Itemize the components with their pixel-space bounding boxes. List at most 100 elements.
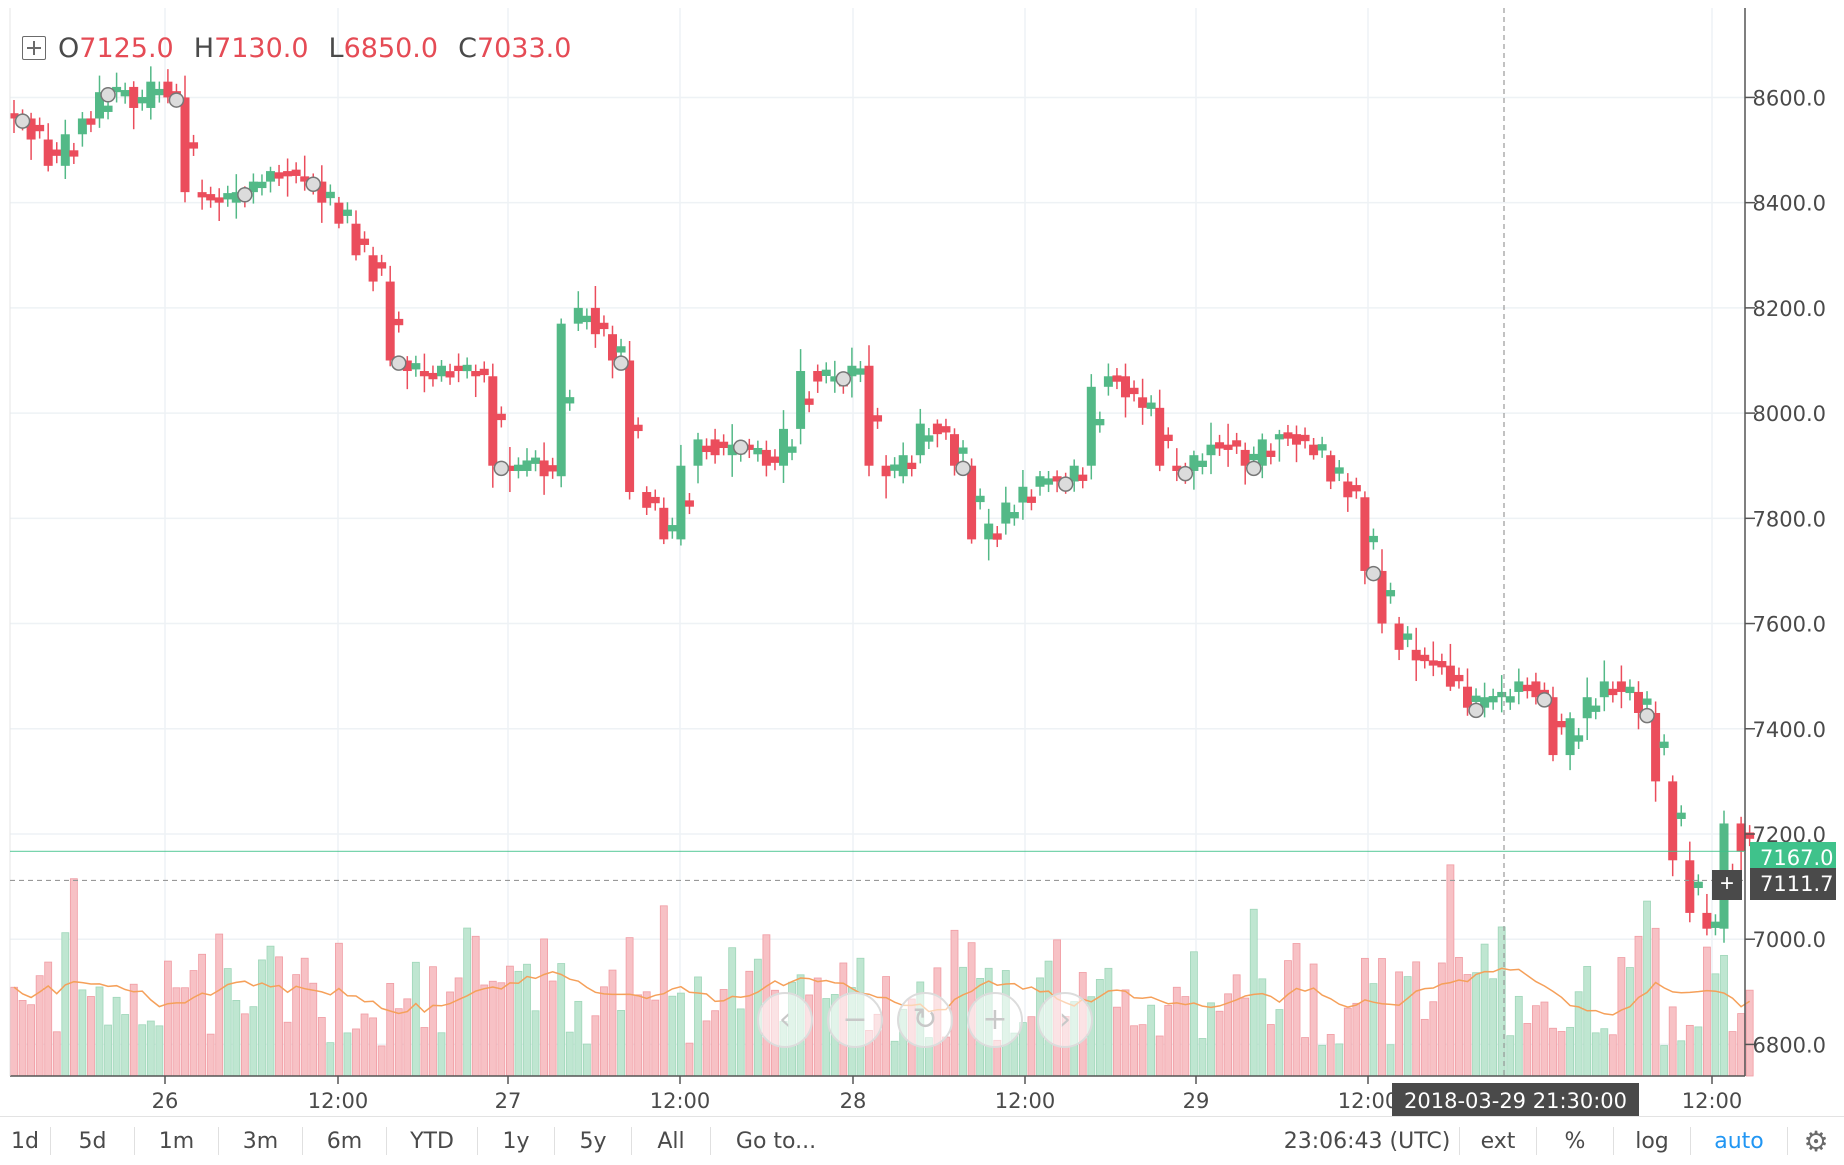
- candle-body: [1009, 512, 1019, 519]
- volume-bar: [172, 987, 181, 1077]
- legend-collapse-icon[interactable]: [22, 36, 46, 60]
- volume-bar: [138, 1024, 147, 1077]
- event-marker: [1177, 465, 1194, 482]
- range-1m[interactable]: 1m: [158, 1128, 195, 1154]
- range-1d[interactable]: 1d: [11, 1128, 39, 1154]
- reset-icon[interactable]: ↻: [897, 992, 953, 1048]
- volume-bar: [266, 945, 275, 1077]
- volume-bar: [702, 1020, 711, 1077]
- candle-body: [1463, 686, 1472, 708]
- volume-bar: [745, 970, 754, 1077]
- volume-bar: [1574, 991, 1583, 1077]
- candle-body: [1215, 442, 1225, 449]
- price-chart[interactable]: 6800.07000.07200.07400.07600.07800.08000…: [0, 0, 1844, 1116]
- event-marker: [613, 355, 629, 371]
- range-3m[interactable]: 3m: [242, 1128, 279, 1154]
- candle-body: [1625, 686, 1635, 694]
- log-toggle[interactable]: log: [1635, 1128, 1669, 1154]
- volume-bar: [1455, 956, 1463, 1077]
- toolbar-divider: [554, 1127, 555, 1155]
- candle-body: [1591, 705, 1601, 712]
- zoom-in-icon[interactable]: +: [967, 992, 1023, 1048]
- volume-bar: [1446, 864, 1455, 1077]
- crosshair-add-icon[interactable]: +: [1712, 870, 1742, 900]
- candle-body: [1172, 465, 1182, 471]
- volume-bar: [1677, 1040, 1686, 1077]
- candle-body: [1522, 684, 1532, 692]
- candle-body: [1428, 660, 1438, 666]
- candle-body: [941, 426, 951, 433]
- event-marker: [168, 92, 185, 108]
- volume-bar: [78, 989, 87, 1077]
- volume-bar: [249, 1006, 258, 1077]
- candle-body: [1582, 697, 1592, 719]
- zoom-out-icon[interactable]: −: [827, 992, 883, 1048]
- candle-body: [9, 113, 19, 119]
- percent-toggle[interactable]: %: [1564, 1128, 1586, 1154]
- candle-body: [684, 500, 694, 507]
- volume-bar: [1266, 1024, 1275, 1077]
- volume-bars: [10, 864, 1754, 1077]
- candle-body: [608, 334, 617, 361]
- candle-body: [1300, 434, 1310, 442]
- candle-body: [633, 424, 643, 432]
- candle-body: [1044, 478, 1054, 485]
- y-tick-label: 7800.0: [1753, 507, 1826, 531]
- volume-bar: [1095, 979, 1104, 1077]
- volume-bar: [531, 1010, 540, 1077]
- ext-toggle[interactable]: ext: [1480, 1128, 1516, 1154]
- range-all[interactable]: All: [657, 1128, 685, 1154]
- toolbar-divider: [1613, 1127, 1614, 1155]
- candle-body: [702, 445, 712, 453]
- scroll-right-icon[interactable]: ›: [1037, 992, 1093, 1048]
- volume-bar: [1335, 1043, 1344, 1077]
- volume-bar: [300, 957, 309, 1077]
- candle-body: [1326, 455, 1336, 482]
- y-tick-label: 6800.0: [1753, 1033, 1826, 1057]
- volume-bar: [642, 991, 651, 1077]
- event-marker: [1639, 707, 1655, 724]
- volume-bar: [1737, 1013, 1745, 1077]
- event-marker: [391, 355, 407, 371]
- volume-bar: [334, 942, 343, 1077]
- volume-bar: [377, 1045, 386, 1077]
- candle-body: [719, 441, 729, 449]
- candle-body: [154, 88, 164, 96]
- candle-body: [855, 368, 865, 375]
- settings-gear-icon[interactable]: ⚙: [1803, 1124, 1829, 1158]
- candle-body: [950, 434, 959, 466]
- candle-body: [1292, 434, 1301, 445]
- range-5d[interactable]: 5d: [78, 1128, 107, 1154]
- candle-body: [1240, 449, 1250, 466]
- volume-bar: [352, 1028, 360, 1077]
- volume-bar: [1181, 996, 1190, 1077]
- volume-bar: [386, 983, 395, 1077]
- range-6m[interactable]: 6m: [326, 1128, 363, 1154]
- volume-bar: [1566, 1026, 1574, 1077]
- event-marker: [14, 113, 31, 129]
- auto-toggle[interactable]: auto: [1714, 1128, 1764, 1154]
- range-5y[interactable]: 5y: [579, 1128, 607, 1154]
- candle-body: [325, 191, 335, 199]
- scroll-left-icon[interactable]: ‹: [757, 992, 813, 1048]
- volume-bar: [429, 966, 437, 1077]
- candle-body: [291, 169, 301, 176]
- candle-body: [1685, 860, 1695, 913]
- candle-body: [1394, 623, 1404, 650]
- range-ytd[interactable]: YTD: [410, 1128, 454, 1154]
- candle-body: [1129, 387, 1139, 395]
- volume-bar: [548, 980, 557, 1077]
- volume-bar: [685, 1042, 694, 1077]
- candle-body: [1420, 654, 1430, 662]
- goto-button[interactable]: Go to...: [735, 1128, 817, 1154]
- volume-bar: [283, 1021, 292, 1077]
- volume-bar: [206, 1033, 215, 1077]
- candle-body: [984, 523, 994, 540]
- volume-bar: [1343, 1007, 1352, 1077]
- event-marker: [835, 371, 852, 387]
- event-marker: [100, 87, 116, 103]
- range-1y[interactable]: 1y: [502, 1128, 530, 1154]
- utc-clock[interactable]: 23:06:43 (UTC): [1283, 1128, 1451, 1154]
- candle-body: [1351, 485, 1361, 492]
